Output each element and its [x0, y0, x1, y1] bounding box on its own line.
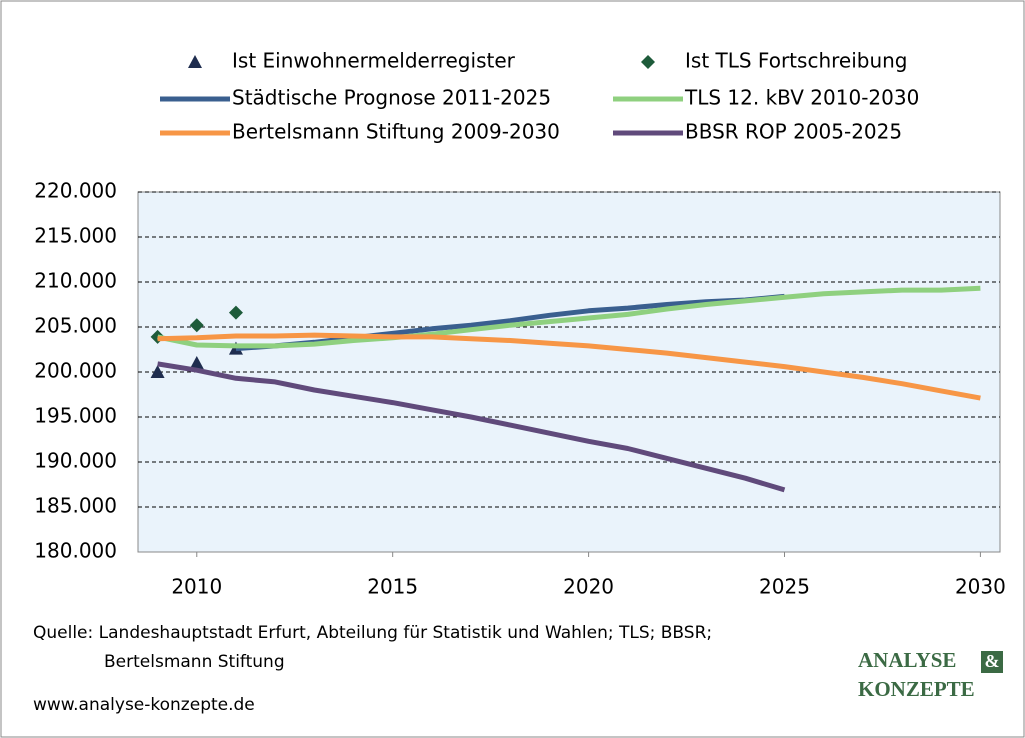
- source: Quelle: Landeshauptstadt Erfurt, Abteilu…: [33, 623, 712, 643]
- logo: &: [985, 651, 1000, 671]
- y-tick-label: 195.000: [34, 404, 117, 428]
- logo: KONZEPTE: [858, 677, 975, 701]
- x-tick-label: 2010: [171, 575, 222, 599]
- legend-marker: [188, 55, 202, 68]
- legend-marker: [641, 55, 655, 69]
- marker: [150, 365, 165, 378]
- marker: [228, 305, 243, 320]
- y-tick-label: 215.000: [34, 224, 117, 248]
- y-tick-label: 200.000: [34, 359, 117, 383]
- series-line: [157, 332, 981, 401]
- y-tick-label: 180.000: [34, 539, 117, 563]
- x-tick-label: 2025: [759, 575, 810, 599]
- y-tick-label: 205.000: [34, 314, 117, 338]
- legend-label: Ist Einwohnermelderregister: [232, 49, 516, 73]
- marker: [189, 318, 204, 333]
- source: Bertelsmann Stiftung: [104, 652, 285, 672]
- y-tick-label: 210.000: [34, 269, 117, 293]
- legend-label: Ist TLS Fortschreibung: [685, 49, 908, 73]
- logo: ANALYSE: [858, 648, 956, 672]
- legend-label: TLS 12. kBV 2010-2030: [684, 86, 919, 110]
- logo-box: [981, 651, 1003, 673]
- legend-label: Bertelsmann Stiftung 2009-2030: [232, 120, 560, 144]
- x-tick-label: 2020: [563, 575, 614, 599]
- legend-label: BBSR ROP 2005-2025: [685, 120, 902, 144]
- x-tick-label: 2015: [367, 575, 418, 599]
- y-tick-label: 185.000: [34, 494, 117, 518]
- y-tick-label: 220.000: [34, 179, 117, 203]
- series-line: [157, 285, 981, 349]
- marker: [189, 356, 204, 369]
- website: www.analyse-konzepte.de: [33, 695, 255, 715]
- y-tick-label: 190.000: [34, 449, 117, 473]
- legend-label: Städtische Prognose 2011-2025: [232, 86, 551, 110]
- series-line: [157, 361, 786, 493]
- x-tick-label: 2030: [955, 575, 1006, 599]
